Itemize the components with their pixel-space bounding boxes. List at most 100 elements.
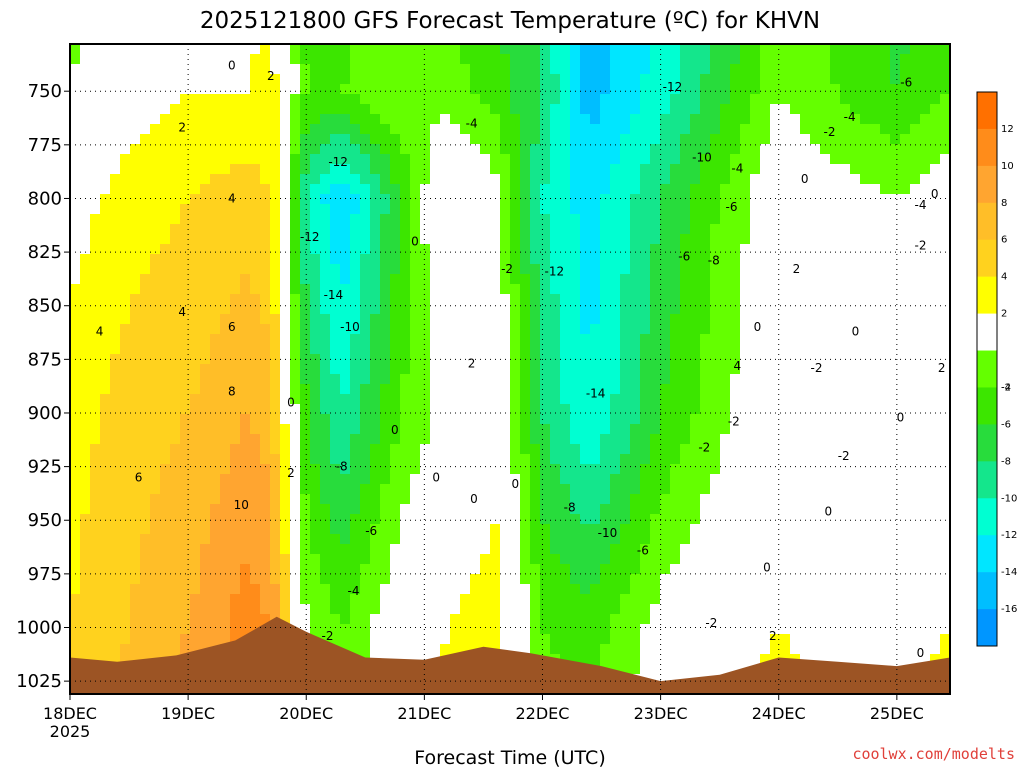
field-cell — [670, 584, 681, 595]
field-cell — [260, 514, 271, 525]
field-cell — [350, 184, 361, 195]
field-cell — [690, 334, 701, 345]
field-cell — [770, 594, 781, 605]
field-cell — [140, 374, 151, 385]
field-cell — [510, 434, 521, 445]
field-cell — [390, 394, 401, 405]
field-cell — [80, 94, 91, 105]
field-cell — [720, 114, 731, 125]
field-cell — [740, 444, 751, 455]
field-cell — [460, 324, 471, 335]
field-cell — [270, 564, 281, 575]
field-cell — [760, 54, 771, 65]
field-cell — [160, 584, 171, 595]
field-cell — [360, 134, 371, 145]
field-cell — [340, 554, 351, 565]
field-cell — [190, 174, 201, 185]
field-cell — [830, 184, 841, 195]
field-cell — [460, 474, 471, 485]
field-cell — [190, 584, 201, 595]
field-cell — [700, 484, 711, 495]
field-cell — [590, 534, 601, 545]
field-cell — [830, 394, 841, 405]
field-cell — [680, 334, 691, 345]
field-cell — [720, 54, 731, 65]
field-cell — [450, 614, 461, 625]
field-cell — [700, 164, 711, 175]
field-cell — [630, 224, 641, 235]
field-cell — [670, 574, 681, 585]
field-cell — [740, 394, 751, 405]
field-cell — [570, 434, 581, 445]
field-cell — [500, 424, 511, 435]
field-cell — [670, 624, 681, 635]
field-cell — [480, 74, 491, 85]
field-cell — [100, 274, 111, 285]
field-cell — [330, 474, 341, 485]
field-cell — [770, 264, 781, 275]
field-cell — [740, 84, 751, 95]
field-cell — [290, 154, 301, 165]
field-cell — [610, 104, 621, 115]
field-cell — [760, 304, 771, 315]
field-cell — [330, 394, 341, 405]
field-cell — [300, 624, 311, 635]
field-cell — [180, 554, 191, 565]
field-cell — [270, 274, 281, 285]
field-cell — [730, 574, 741, 585]
field-cell — [660, 154, 671, 165]
field-cell — [390, 404, 401, 415]
field-cell — [180, 154, 191, 165]
field-cell — [240, 474, 251, 485]
field-cell — [510, 574, 521, 585]
field-cell — [140, 624, 151, 635]
field-cell — [830, 604, 841, 615]
field-cell — [170, 64, 181, 75]
field-cell — [390, 284, 401, 295]
field-cell — [470, 154, 481, 165]
field-cell — [680, 64, 691, 75]
field-cell — [730, 374, 741, 385]
field-cell — [220, 434, 231, 445]
field-cell — [780, 464, 791, 475]
field-cell — [420, 334, 431, 345]
field-cell — [250, 604, 261, 615]
field-cell — [730, 474, 741, 485]
field-cell — [550, 454, 561, 465]
field-cell — [110, 244, 121, 255]
field-cell — [120, 244, 131, 255]
field-cell — [390, 344, 401, 355]
field-cell — [250, 244, 261, 255]
field-cell — [220, 74, 231, 85]
field-cell — [410, 144, 421, 155]
field-cell — [580, 564, 591, 575]
field-cell — [310, 484, 321, 495]
field-cell — [430, 434, 441, 445]
field-cell — [270, 514, 281, 525]
field-cell — [180, 434, 191, 445]
field-cell — [130, 574, 141, 585]
field-cell — [450, 344, 461, 355]
field-cell — [210, 204, 221, 215]
field-cell — [800, 214, 811, 225]
field-cell — [270, 524, 281, 535]
field-cell — [630, 544, 641, 555]
field-cell — [600, 264, 611, 275]
field-cell — [210, 324, 221, 335]
field-cell — [460, 604, 471, 615]
field-cell — [360, 324, 371, 335]
field-cell — [200, 474, 211, 485]
field-cell — [650, 594, 661, 605]
field-cell — [630, 424, 641, 435]
field-cell — [190, 404, 201, 415]
field-cell — [780, 484, 791, 495]
field-cell — [520, 224, 531, 235]
field-cell — [430, 604, 441, 615]
field-cell — [660, 624, 671, 635]
field-cell — [660, 274, 671, 285]
field-cell — [340, 44, 351, 55]
field-cell — [580, 624, 591, 635]
field-cell — [500, 584, 511, 595]
field-cell — [710, 604, 721, 615]
field-cell — [80, 584, 91, 595]
